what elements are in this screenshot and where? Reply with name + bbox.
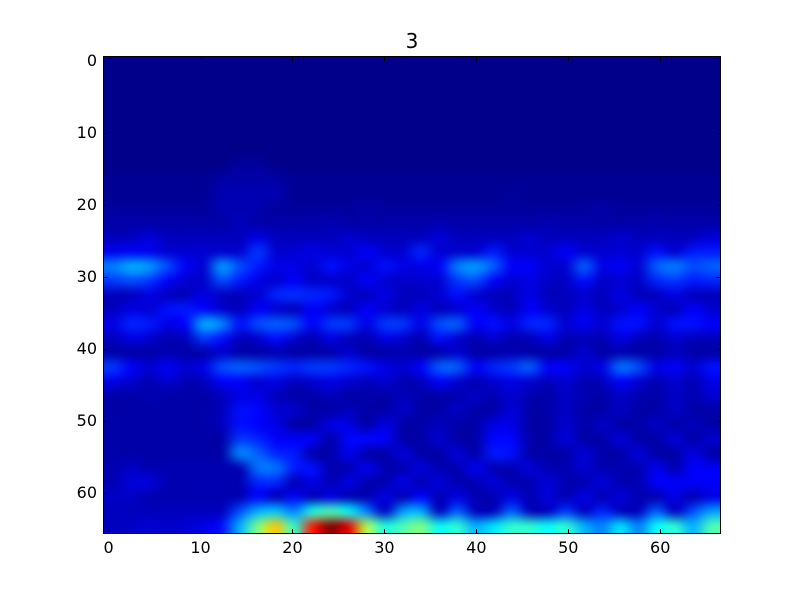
y-tick-mark	[104, 276, 108, 278]
x-tick-label: 20	[282, 538, 303, 557]
y-tick-label: 20	[76, 194, 97, 214]
y-tick-mark	[716, 493, 720, 495]
x-tick-mark	[292, 57, 294, 61]
x-tick-label: 40	[466, 538, 487, 557]
x-tick-mark	[476, 57, 478, 61]
plot-area	[103, 56, 721, 534]
x-tick-mark	[660, 57, 662, 61]
y-tick-label: 50	[76, 411, 97, 431]
y-tick-mark	[716, 276, 720, 278]
y-tick-mark	[716, 349, 720, 351]
y-tick-mark	[104, 60, 108, 62]
x-tick-mark	[108, 57, 110, 61]
y-tick-mark	[104, 421, 108, 423]
x-tick-label: 10	[190, 538, 211, 557]
x-tick-mark	[568, 57, 570, 61]
x-tick-mark	[660, 529, 662, 533]
y-tick-mark	[104, 204, 108, 206]
y-tick-mark	[104, 132, 108, 134]
plot-title: 3	[405, 29, 419, 53]
x-tick-label: 0	[103, 538, 114, 557]
x-tick-mark	[384, 529, 386, 533]
x-tick-label: 60	[650, 538, 671, 557]
y-tick-mark	[716, 204, 720, 206]
x-tick-label: 30	[374, 538, 395, 557]
y-tick-mark	[104, 493, 108, 495]
heatmap-canvas	[104, 57, 720, 533]
x-tick-mark	[292, 529, 294, 533]
y-tick-label: 40	[76, 339, 97, 359]
x-tick-label: 50	[558, 538, 579, 557]
x-tick-mark	[384, 57, 386, 61]
y-tick-label: 30	[76, 266, 97, 286]
y-tick-label: 0	[86, 50, 97, 70]
y-tick-mark	[716, 60, 720, 62]
x-tick-mark	[200, 57, 202, 61]
y-tick-label: 10	[76, 122, 97, 142]
y-tick-mark	[716, 132, 720, 134]
y-tick-mark	[104, 349, 108, 351]
x-tick-mark	[200, 529, 202, 533]
x-tick-mark	[476, 529, 478, 533]
x-tick-mark	[108, 529, 110, 533]
y-tick-label: 60	[76, 483, 97, 503]
y-tick-mark	[716, 421, 720, 423]
x-tick-mark	[568, 529, 570, 533]
